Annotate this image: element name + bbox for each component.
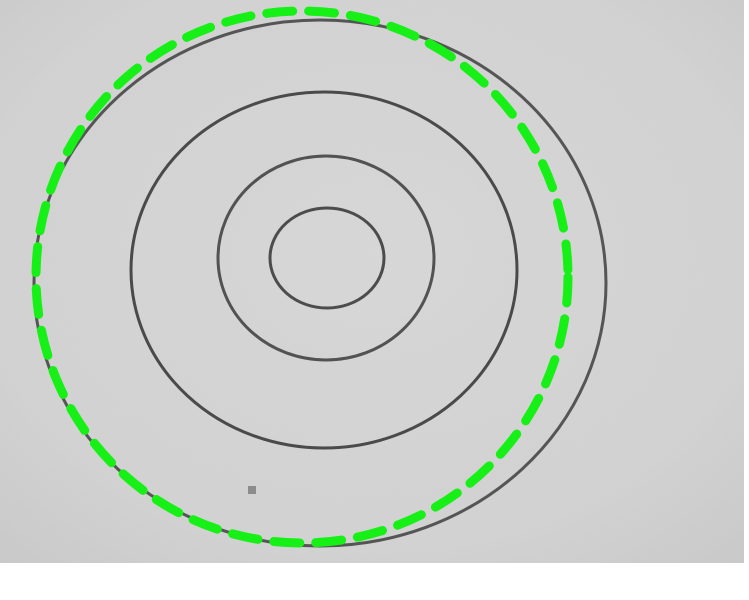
right-margin: [744, 0, 749, 563]
photo-canvas: [0, 0, 744, 563]
photo-grain: [0, 0, 744, 563]
speck: [248, 486, 256, 494]
third-ring: [216, 154, 436, 362]
second-ring: [129, 90, 519, 450]
fitted-circle-overlay: [31, 6, 573, 548]
bottom-margin: [0, 563, 749, 600]
inner-ring: [268, 206, 386, 310]
grayscale-photo: [0, 0, 744, 563]
